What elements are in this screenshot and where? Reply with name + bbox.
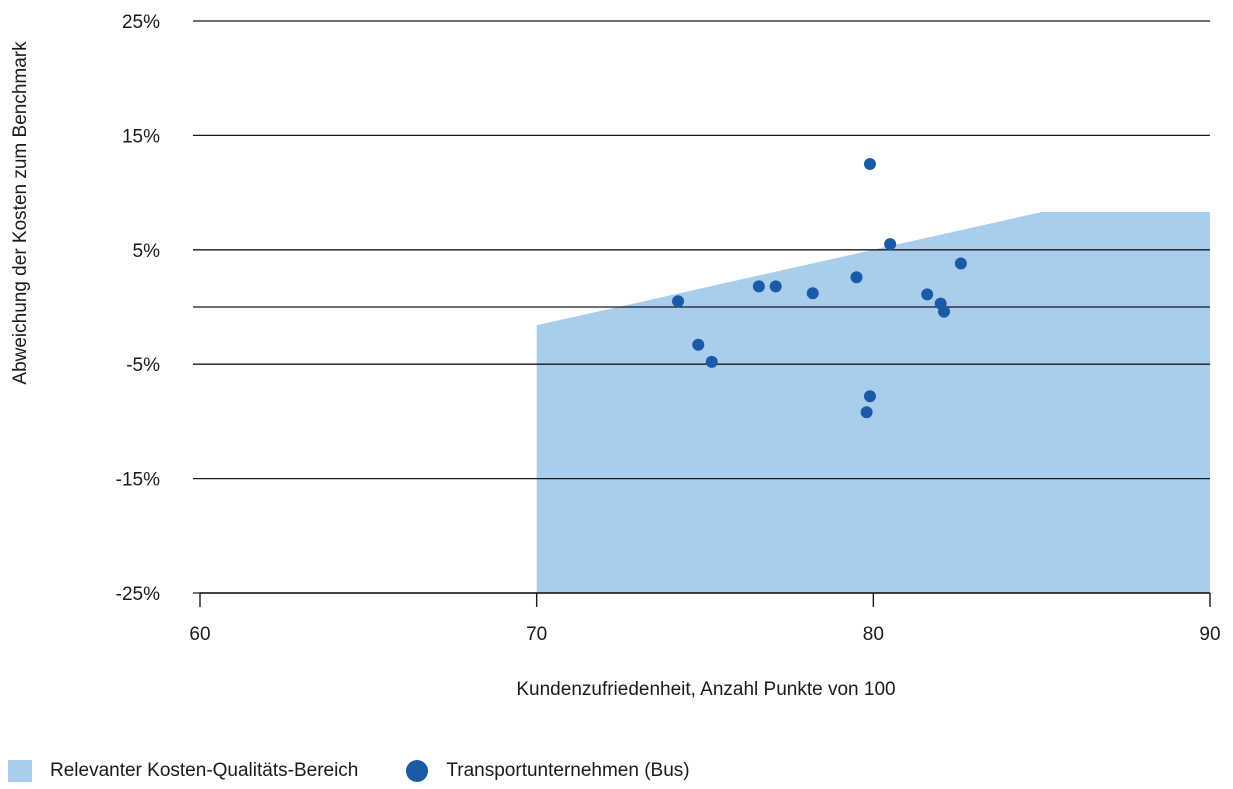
data-point [806, 287, 819, 300]
data-point [705, 355, 718, 368]
data-point [863, 158, 876, 170]
y-tick-label: -5% [126, 355, 160, 376]
legend: Relevanter Kosten-Qualitäts-Bereich Tran… [8, 760, 738, 782]
data-point [884, 238, 897, 251]
data-point [850, 271, 863, 284]
x-tick-label: 60 [189, 624, 210, 645]
x-tick-label: 80 [863, 624, 884, 645]
x-tick-label: 70 [526, 624, 547, 645]
data-point [938, 305, 951, 318]
data-point [769, 280, 782, 293]
y-tick-labels: 25% 15% 5% -5% -15% -25% [116, 12, 160, 605]
legend-label-points: Transportunternehmen (Bus) [446, 760, 690, 781]
x-tick-label: 90 [1199, 624, 1220, 645]
data-point [692, 338, 705, 351]
data-point [863, 390, 876, 403]
legend-swatch-area [8, 760, 32, 782]
x-tick-labels: 60 70 80 90 [189, 624, 1220, 645]
legend-swatch-dot [406, 760, 429, 782]
y-tick-label: -25% [116, 584, 160, 605]
legend-label-area: Relevanter Kosten-Qualitäts-Bereich [50, 760, 359, 781]
data-point [672, 295, 685, 308]
legend-item-area: Relevanter Kosten-Qualitäts-Bereich [8, 760, 358, 782]
y-tick-label: 5% [133, 241, 161, 262]
x-axis-title: Kundenzufriedenheit, Anzahl Punkte von 1… [516, 679, 895, 700]
data-point [921, 288, 934, 301]
relevant-area-layer [536, 212, 1210, 593]
y-tick-label: 15% [122, 126, 160, 147]
y-tick-label: -15% [116, 470, 160, 491]
data-point [954, 257, 967, 270]
legend-item-points: Transportunternehmen (Bus) [406, 760, 690, 782]
relevant-area [536, 212, 1210, 593]
y-axis-title: Abweichung der Kosten zum Benchmark [10, 41, 31, 385]
data-point [752, 280, 765, 293]
data-point [860, 406, 873, 419]
x-axis [199, 592, 1211, 607]
y-tick-label: 25% [122, 12, 160, 33]
data-points [672, 158, 967, 419]
